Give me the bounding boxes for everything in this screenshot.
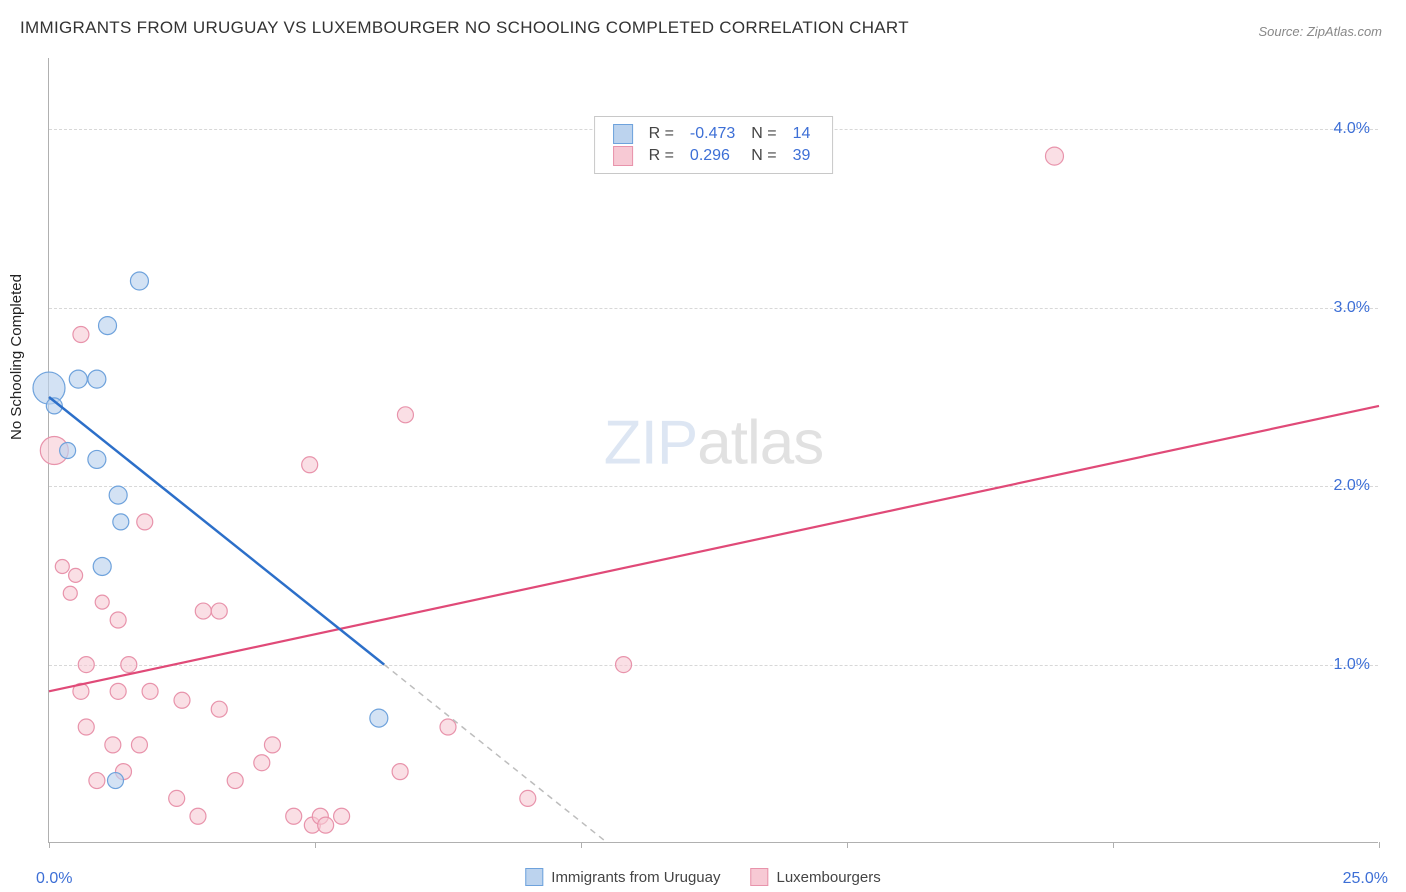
point-series-b bbox=[105, 737, 121, 753]
x-axis-min-label: 0.0% bbox=[36, 870, 72, 888]
point-series-a bbox=[69, 370, 87, 388]
point-series-b bbox=[211, 603, 227, 619]
point-series-b bbox=[302, 457, 318, 473]
regression-line-b bbox=[49, 406, 1379, 691]
point-series-b bbox=[334, 808, 350, 824]
source-attribution: Source: ZipAtlas.com bbox=[1258, 24, 1382, 39]
point-series-a bbox=[88, 450, 106, 468]
x-tick bbox=[315, 842, 316, 848]
point-series-b bbox=[110, 683, 126, 699]
point-series-b bbox=[190, 808, 206, 824]
point-series-b bbox=[227, 773, 243, 789]
point-series-b bbox=[95, 595, 109, 609]
point-series-b bbox=[121, 657, 137, 673]
legend-series-item: Luxembourgers bbox=[750, 868, 880, 886]
plot-area: ZIPatlas 1.0%2.0%3.0%4.0% R =-0.473N =14… bbox=[48, 58, 1378, 843]
legend-swatch bbox=[613, 146, 633, 166]
x-tick bbox=[49, 842, 50, 848]
point-series-a bbox=[113, 514, 129, 530]
legend-r-label: R = bbox=[641, 123, 682, 145]
chart-container: IMMIGRANTS FROM URUGUAY VS LUXEMBOURGER … bbox=[0, 0, 1406, 892]
y-axis-label: No Schooling Completed bbox=[8, 274, 25, 440]
point-series-b bbox=[392, 764, 408, 780]
legend-swatch bbox=[525, 868, 543, 886]
point-series-b bbox=[211, 701, 227, 717]
point-series-b bbox=[318, 817, 334, 833]
legend-r-label: R = bbox=[641, 145, 682, 167]
point-series-b bbox=[520, 790, 536, 806]
legend-r-value: 0.296 bbox=[682, 145, 743, 167]
point-series-b bbox=[397, 407, 413, 423]
point-series-b bbox=[78, 657, 94, 673]
legend-stats-row: R =-0.473N =14 bbox=[605, 123, 819, 145]
x-tick bbox=[847, 842, 848, 848]
point-series-a bbox=[109, 486, 127, 504]
x-tick bbox=[581, 842, 582, 848]
point-series-a bbox=[99, 317, 117, 335]
point-series-b bbox=[89, 773, 105, 789]
legend-series-label: Immigrants from Uruguay bbox=[551, 869, 720, 886]
legend-stats-row: R =0.296N =39 bbox=[605, 145, 819, 167]
point-series-b bbox=[131, 737, 147, 753]
legend-n-value: 14 bbox=[785, 123, 819, 145]
regression-line-a bbox=[49, 397, 384, 665]
x-axis-max-label: 25.0% bbox=[1343, 870, 1388, 888]
point-series-b bbox=[110, 612, 126, 628]
point-series-b bbox=[69, 568, 83, 582]
point-series-b bbox=[286, 808, 302, 824]
point-series-b bbox=[440, 719, 456, 735]
point-series-b bbox=[73, 327, 89, 343]
point-series-a bbox=[130, 272, 148, 290]
point-series-a bbox=[88, 370, 106, 388]
legend-series-item: Immigrants from Uruguay bbox=[525, 868, 720, 886]
point-series-b bbox=[142, 683, 158, 699]
x-tick bbox=[1113, 842, 1114, 848]
x-tick bbox=[1379, 842, 1380, 848]
legend-n-label: N = bbox=[743, 123, 784, 145]
point-series-b bbox=[137, 514, 153, 530]
point-series-b bbox=[169, 790, 185, 806]
point-series-b bbox=[174, 692, 190, 708]
legend-swatch bbox=[613, 124, 633, 144]
point-series-b bbox=[195, 603, 211, 619]
point-series-b bbox=[264, 737, 280, 753]
regression-line-a-extrapolated bbox=[384, 665, 607, 843]
scatter-plot bbox=[49, 58, 1378, 842]
legend-stats: R =-0.473N =14R =0.296N =39 bbox=[594, 116, 834, 174]
point-series-a bbox=[93, 557, 111, 575]
point-series-b bbox=[55, 559, 69, 573]
point-series-b bbox=[254, 755, 270, 771]
chart-title: IMMIGRANTS FROM URUGUAY VS LUXEMBOURGER … bbox=[20, 18, 909, 38]
legend-series-label: Luxembourgers bbox=[776, 869, 880, 886]
point-series-b bbox=[616, 657, 632, 673]
point-series-b bbox=[78, 719, 94, 735]
point-series-b bbox=[63, 586, 77, 600]
point-series-a bbox=[370, 709, 388, 727]
legend-r-value: -0.473 bbox=[682, 123, 743, 145]
point-series-a bbox=[108, 773, 124, 789]
legend-series: Immigrants from Uruguay Luxembourgers bbox=[525, 868, 880, 886]
legend-swatch bbox=[750, 868, 768, 886]
point-series-b bbox=[1045, 147, 1063, 165]
legend-n-label: N = bbox=[743, 145, 784, 167]
point-series-a bbox=[60, 443, 76, 459]
legend-n-value: 39 bbox=[785, 145, 819, 167]
